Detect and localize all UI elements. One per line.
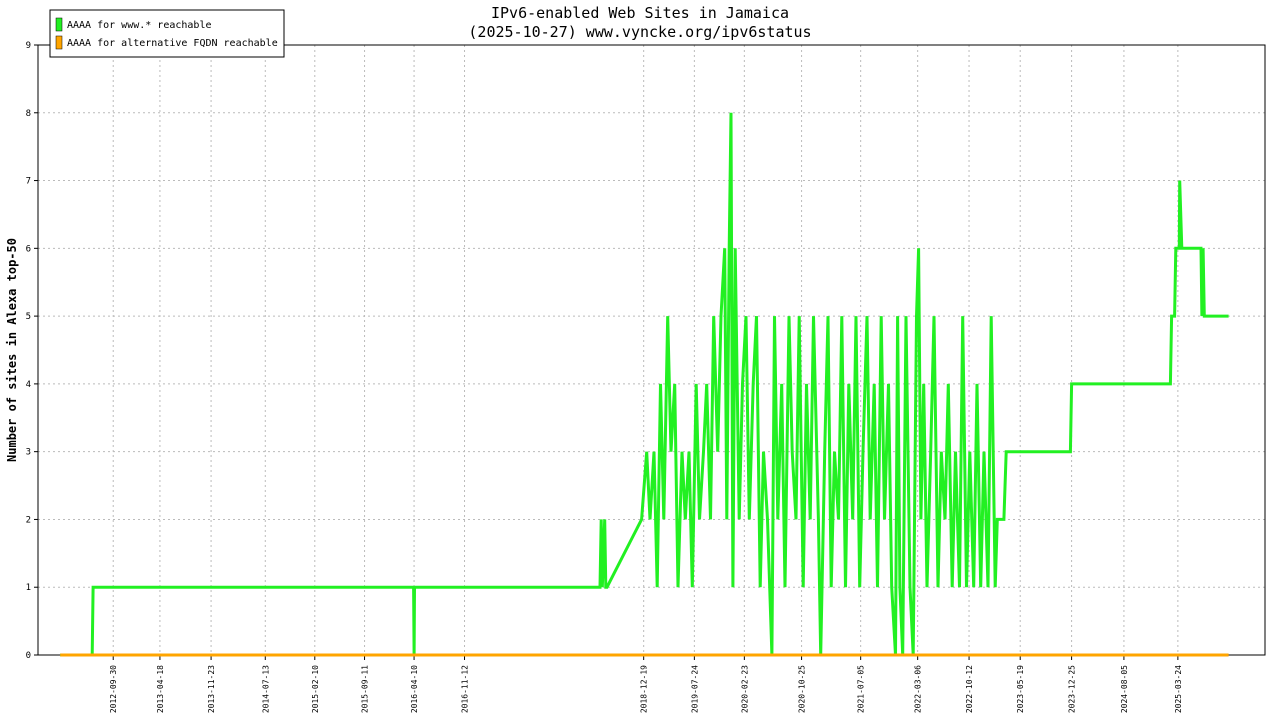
x-tick-label: 2019-07-24 [690, 665, 699, 713]
y-tick-label: 4 [26, 380, 31, 390]
x-tick-label: 2013-04-18 [156, 665, 165, 713]
x-tick-label: 2018-12-19 [640, 665, 649, 713]
y-tick-label: 6 [26, 244, 31, 254]
x-tick-label: 2023-05-19 [1016, 665, 1025, 713]
x-tick-label: 2022-03-06 [914, 665, 923, 713]
y-axis-label: Number of sites in Alexa top-50 [5, 238, 19, 462]
series-line [60, 112, 1229, 657]
legend-swatch [55, 35, 63, 50]
x-tick-label: 2022-10-12 [965, 665, 974, 713]
chart-title: IPv6-enabled Web Sites in Jamaica [491, 4, 789, 22]
x-tick-label: 2020-02-23 [740, 665, 749, 713]
x-tick-label: 2015-02-10 [311, 665, 320, 713]
y-tick-label: 8 [26, 109, 31, 119]
y-tick-label: 7 [26, 177, 31, 187]
x-tick-label: 2014-07-13 [261, 665, 270, 713]
legend: AAAA for www.* reachable AAAA for alterna… [49, 9, 285, 58]
x-tick-label: 2013-11-23 [207, 665, 216, 713]
y-tick-label: 2 [26, 515, 31, 525]
x-tick-label: 2021-07-05 [857, 665, 866, 713]
x-tick-label: 2024-08-05 [1120, 665, 1129, 713]
x-tick-label: 2020-10-25 [798, 665, 807, 713]
y-tick-label: 5 [26, 312, 31, 322]
x-tick-label: 2025-03-24 [1174, 665, 1183, 713]
y-tick-label: 3 [26, 448, 31, 458]
legend-label: AAAA for alternative FQDN reachable [67, 38, 278, 49]
legend-box [49, 9, 285, 58]
legend-label: AAAA for www.* reachable [67, 20, 212, 31]
legend-swatch [55, 17, 63, 32]
y-tick-label: 1 [26, 583, 31, 593]
chart-subtitle: (2025-10-27) www.vyncke.org/ipv6status [468, 23, 811, 41]
x-tick-label: 2016-11-12 [461, 665, 470, 713]
x-tick-label: 2012-09-30 [109, 665, 118, 713]
x-tick-label: 2015-09-11 [361, 665, 370, 713]
y-tick-label: 9 [26, 41, 31, 51]
x-tick-label: 2016-04-10 [410, 665, 419, 713]
x-tick-label: 2023-12-25 [1068, 665, 1077, 713]
y-tick-label: 0 [26, 651, 31, 661]
